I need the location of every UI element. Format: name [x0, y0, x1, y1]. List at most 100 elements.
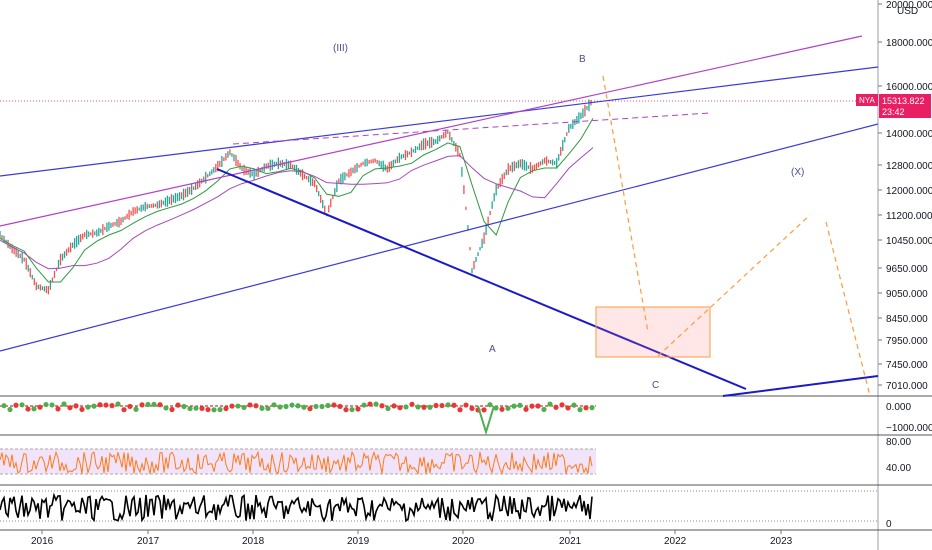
- histogram-dot: [193, 405, 199, 411]
- histogram-dot: [565, 405, 571, 411]
- fast-moving-average: [0, 118, 594, 283]
- histogram-dot: [295, 403, 301, 409]
- indicator-pane-1: [0, 401, 596, 436]
- price-tick-label: 11200.000: [886, 211, 932, 222]
- price-tick-label: 7450.000: [886, 360, 928, 371]
- ind2-tick: 40.00: [886, 463, 911, 474]
- wave-label-b: B: [579, 54, 586, 65]
- projection-path-2: [657, 214, 811, 357]
- histogram-dot: [253, 403, 259, 409]
- histogram-dot: [343, 407, 349, 413]
- histogram-dot: [391, 403, 397, 409]
- wave-label-x: (X): [791, 167, 804, 178]
- wave-label-a: A: [489, 344, 496, 355]
- histogram-dot: [415, 404, 421, 410]
- histogram-dot: [115, 401, 121, 407]
- histogram-dot: [505, 405, 511, 411]
- histogram-dot: [445, 402, 451, 408]
- price-tick-label: 12000.000: [886, 186, 932, 197]
- histogram-dot: [541, 406, 547, 413]
- time-tick-label: 2017: [137, 536, 160, 547]
- histogram-dot: [361, 402, 367, 408]
- histogram-dot: [289, 402, 295, 408]
- slow-moving-average: [0, 147, 594, 270]
- histogram-dot: [499, 406, 505, 412]
- histogram-dot: [223, 405, 229, 412]
- histogram-dot: [535, 403, 541, 409]
- histogram-dot: [127, 403, 133, 410]
- histogram-dot: [577, 407, 583, 413]
- histogram-dot: [571, 402, 577, 408]
- histogram-dot: [55, 406, 61, 412]
- projection-path-1: [602, 75, 649, 333]
- histogram-dot: [37, 404, 43, 410]
- histogram-dot: [187, 405, 193, 412]
- rising-support-line: [722, 375, 879, 397]
- histogram-dot: [379, 403, 385, 409]
- symbol-label: NYA: [859, 96, 876, 105]
- lower-channel-line: [0, 123, 879, 352]
- indicator-pane-3: [0, 490, 878, 523]
- histogram-dot: [157, 402, 163, 408]
- crash-spike: [477, 405, 495, 436]
- ind3-tick: 0: [886, 519, 892, 530]
- histogram-dot: [1, 403, 7, 409]
- oscillator-line: [0, 492, 593, 523]
- wave-label-iii: (III): [333, 43, 348, 54]
- upper-channel-line: [0, 66, 879, 177]
- histogram-dot: [553, 404, 559, 410]
- histogram-dot: [7, 406, 13, 413]
- last-price-badge: NYA 15313.822 23:42: [856, 94, 931, 118]
- histogram-dot: [325, 402, 331, 409]
- histogram-dot: [67, 405, 73, 411]
- histogram-dot: [307, 406, 313, 412]
- ind1-tick: 0.000: [886, 402, 911, 413]
- histogram-dot: [469, 405, 475, 411]
- time-tick-label: 2019: [347, 536, 370, 547]
- ind1-tick: −1000.000: [886, 423, 932, 434]
- histogram-dot: [319, 403, 325, 410]
- histogram-dot: [427, 404, 433, 410]
- price-tick-label: 12800.000: [886, 161, 932, 172]
- price-tick-label: 20000.000: [886, 0, 932, 11]
- histogram-dot: [559, 402, 565, 408]
- histogram-dot: [19, 402, 25, 408]
- histogram-dot: [589, 405, 595, 411]
- histogram-dot: [13, 402, 19, 408]
- histogram-dot: [169, 406, 175, 413]
- histogram-dot: [49, 402, 55, 408]
- histogram-dot: [121, 407, 127, 413]
- price-tick-label: 10450.000: [886, 236, 932, 247]
- histogram-dot: [217, 406, 223, 413]
- histogram-dot: [397, 405, 403, 411]
- histogram-dot: [103, 402, 109, 408]
- histogram-dot: [583, 405, 589, 411]
- histogram-dot: [79, 406, 85, 413]
- price-tick-label: 7010.000: [886, 381, 928, 392]
- histogram-dot: [199, 405, 205, 411]
- ind2-tick: 80.00: [886, 437, 911, 448]
- histogram-dot: [457, 407, 463, 413]
- histogram-dot: [523, 406, 529, 412]
- histogram-dot: [43, 401, 49, 408]
- currency-label: USD: [897, 6, 918, 17]
- histogram-dot: [265, 405, 271, 412]
- histogram-dot: [277, 404, 283, 410]
- histogram-dot: [133, 406, 139, 412]
- histogram-dot: [331, 402, 337, 408]
- histogram-dot: [85, 404, 91, 410]
- histogram-dot: [355, 406, 361, 412]
- histogram-dot: [175, 402, 181, 408]
- histogram-dot: [61, 401, 67, 407]
- rsi-line: [0, 450, 593, 475]
- histogram-dot: [481, 407, 487, 413]
- price-tick-label: 9050.000: [886, 289, 928, 300]
- histogram-dot: [151, 401, 157, 408]
- histogram-dot: [31, 406, 37, 412]
- histogram-dot: [109, 403, 115, 409]
- time-tick-label: 2018: [242, 536, 265, 547]
- price-tick-label: 14000.000: [886, 129, 932, 140]
- histogram-dot: [283, 403, 289, 410]
- histogram-dot: [385, 405, 391, 412]
